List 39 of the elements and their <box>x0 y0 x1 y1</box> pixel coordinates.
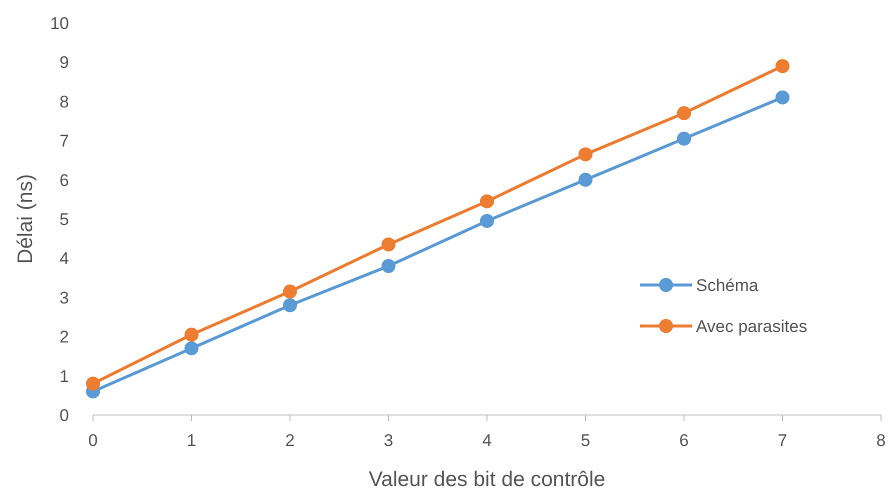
x-axis-title: Valeur des bit de contrôle <box>368 468 606 491</box>
point <box>86 376 100 391</box>
point <box>480 214 494 228</box>
y-tick-label: 6 <box>60 170 69 190</box>
x-tick-label: 4 <box>482 431 492 450</box>
point <box>382 259 396 274</box>
x-tick-label: 8 <box>876 431 886 450</box>
point <box>283 298 297 312</box>
y-tick-label: 8 <box>60 92 69 112</box>
y-tick-label: 4 <box>60 249 69 268</box>
point <box>283 284 297 299</box>
y-tick-label: 2 <box>60 328 69 347</box>
point <box>776 90 790 104</box>
x-tick-label: 0 <box>88 431 98 450</box>
x-tick-label: 5 <box>580 431 590 450</box>
y-tick-label: 1 <box>60 366 69 386</box>
legend-label: Avec parasites <box>696 317 808 336</box>
point <box>677 106 691 120</box>
point <box>677 132 691 146</box>
x-tick-label: 3 <box>384 431 394 450</box>
point <box>480 194 494 208</box>
point <box>184 341 198 356</box>
y-tick-label: 3 <box>60 288 69 308</box>
point <box>184 328 198 342</box>
y-axis-title: Délai (ns) <box>14 174 37 264</box>
x-tick-label: 1 <box>186 431 196 450</box>
y-tick-label: 0 <box>60 406 69 425</box>
x-tick-label: 6 <box>679 431 689 450</box>
y-tick-label: 10 <box>50 14 69 33</box>
point <box>382 237 396 252</box>
x-tick-label: 7 <box>778 431 788 450</box>
point <box>776 59 790 74</box>
y-tick-label: 5 <box>60 210 69 229</box>
x-tick-label: 2 <box>285 431 295 450</box>
y-tick-label: 7 <box>60 132 69 151</box>
y-tick-label: 9 <box>60 53 69 72</box>
legend-label: Schéma <box>696 276 759 295</box>
point <box>578 172 592 187</box>
point <box>578 147 592 162</box>
